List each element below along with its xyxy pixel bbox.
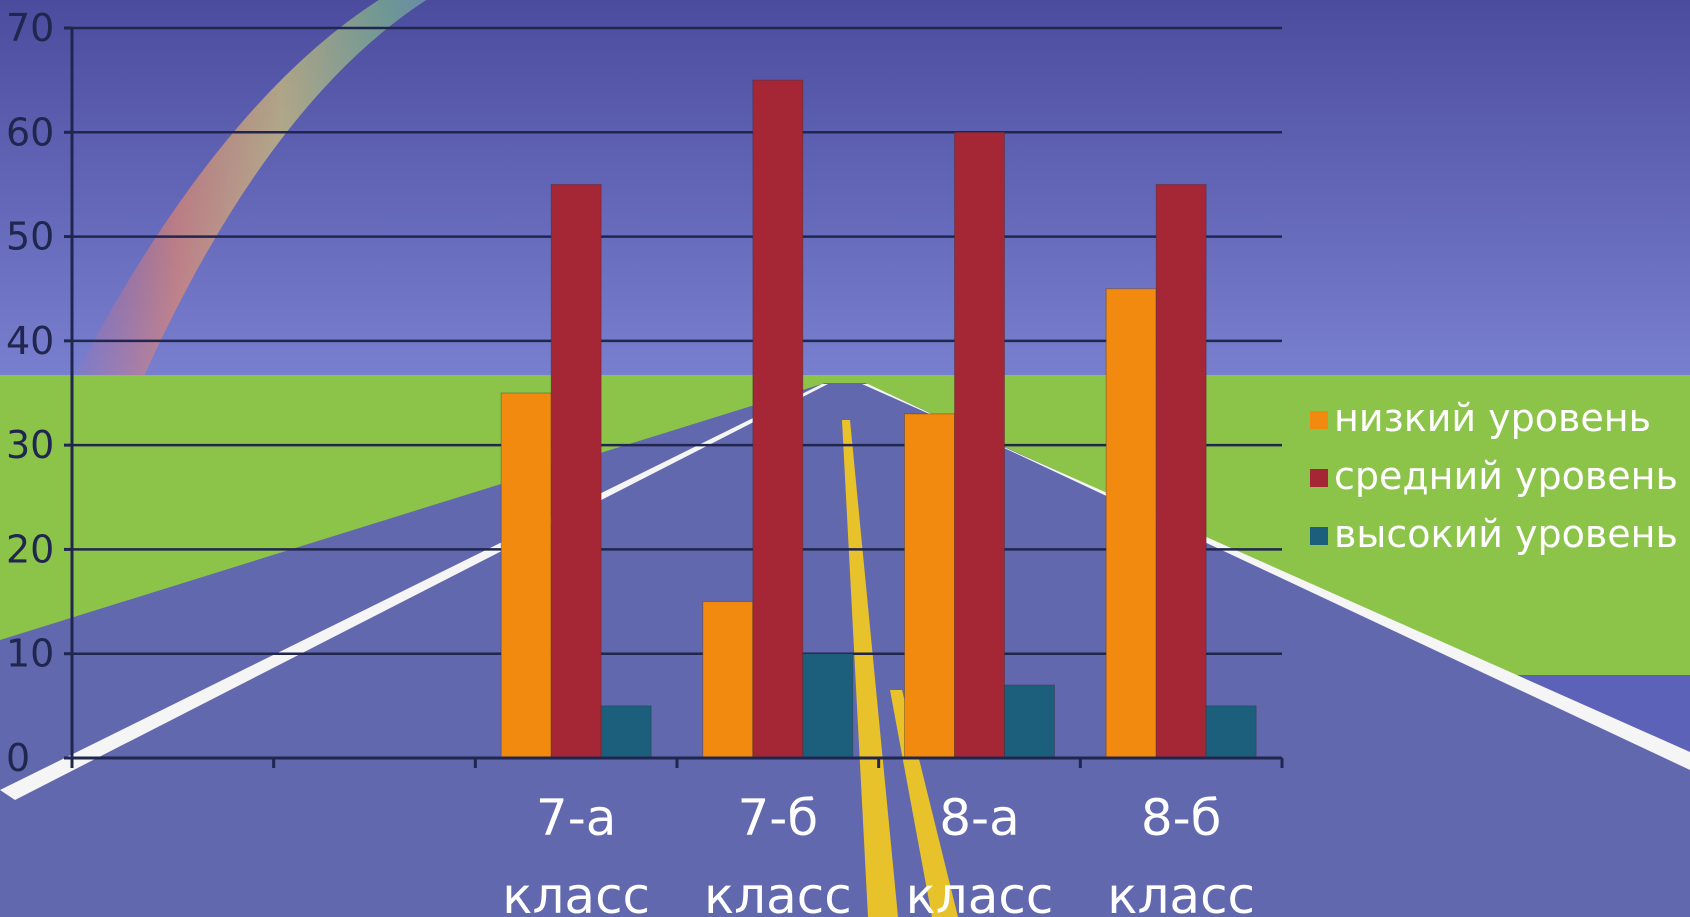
- legend: низкий уровень средний уровень высокий уро…: [1310, 396, 1678, 556]
- bar-высокий-уровень-3: [1205, 705, 1257, 759]
- bar-низкий-уровень-3: [1105, 288, 1157, 759]
- y-tick-label: 40: [6, 319, 54, 363]
- bar-средний-уровень-2: [954, 131, 1005, 759]
- x-axis-ticks: 7-а класс 7-б класс 8-а класс 8-б класс: [502, 789, 1255, 917]
- legend-label: высокий уровень: [1334, 512, 1678, 556]
- y-tick-label: 30: [6, 423, 54, 467]
- x-tick-label: 8-а: [939, 789, 1020, 847]
- rainbow: [70, 0, 427, 385]
- bar-низкий-уровень-1: [702, 601, 754, 759]
- x-tick-label: 8-б: [1141, 789, 1222, 847]
- bar-средний-уровень-1: [752, 79, 804, 759]
- bars: [500, 79, 1257, 759]
- y-tick-label: 70: [6, 6, 54, 50]
- axes: [64, 26, 1284, 768]
- x-tick-label: 7-а: [536, 789, 617, 847]
- bar-высокий-уровень-0: [600, 705, 652, 759]
- y-tick-label: 50: [6, 215, 54, 259]
- x-tick-label: класс: [1107, 867, 1255, 917]
- legend-label: средний уровень: [1334, 454, 1678, 498]
- legend-label: низкий уровень: [1334, 396, 1651, 440]
- y-tick-label: 0: [6, 736, 30, 780]
- bar-низкий-уровень-0: [500, 392, 552, 759]
- sky: [0, 0, 1690, 385]
- y-tick-label: 60: [6, 110, 54, 154]
- bar-средний-уровень-3: [1155, 183, 1207, 759]
- x-tick-label: класс: [502, 867, 650, 917]
- bar-средний-уровень-0: [550, 183, 602, 759]
- y-tick-label: 20: [6, 527, 54, 571]
- bar-высокий-уровень-1: [802, 653, 854, 759]
- gridlines: [72, 26, 1282, 655]
- y-axis-ticks: 0 10 20 30 40 50 60 70: [6, 6, 54, 780]
- road-center-line: [842, 420, 898, 917]
- bar-высокий-уровень-2: [1004, 684, 1055, 759]
- road-edge-left: [0, 384, 828, 800]
- legend-swatch: [1310, 527, 1328, 545]
- legend-swatch: [1310, 469, 1328, 487]
- x-tick-label: класс: [704, 867, 852, 917]
- y-tick-label: 10: [6, 632, 54, 676]
- bar-низкий-уровень-2: [904, 413, 955, 759]
- legend-swatch: [1310, 411, 1328, 429]
- road: [0, 383, 1690, 917]
- x-tick-label: 7-б: [737, 789, 818, 847]
- x-tick-label: класс: [906, 867, 1054, 917]
